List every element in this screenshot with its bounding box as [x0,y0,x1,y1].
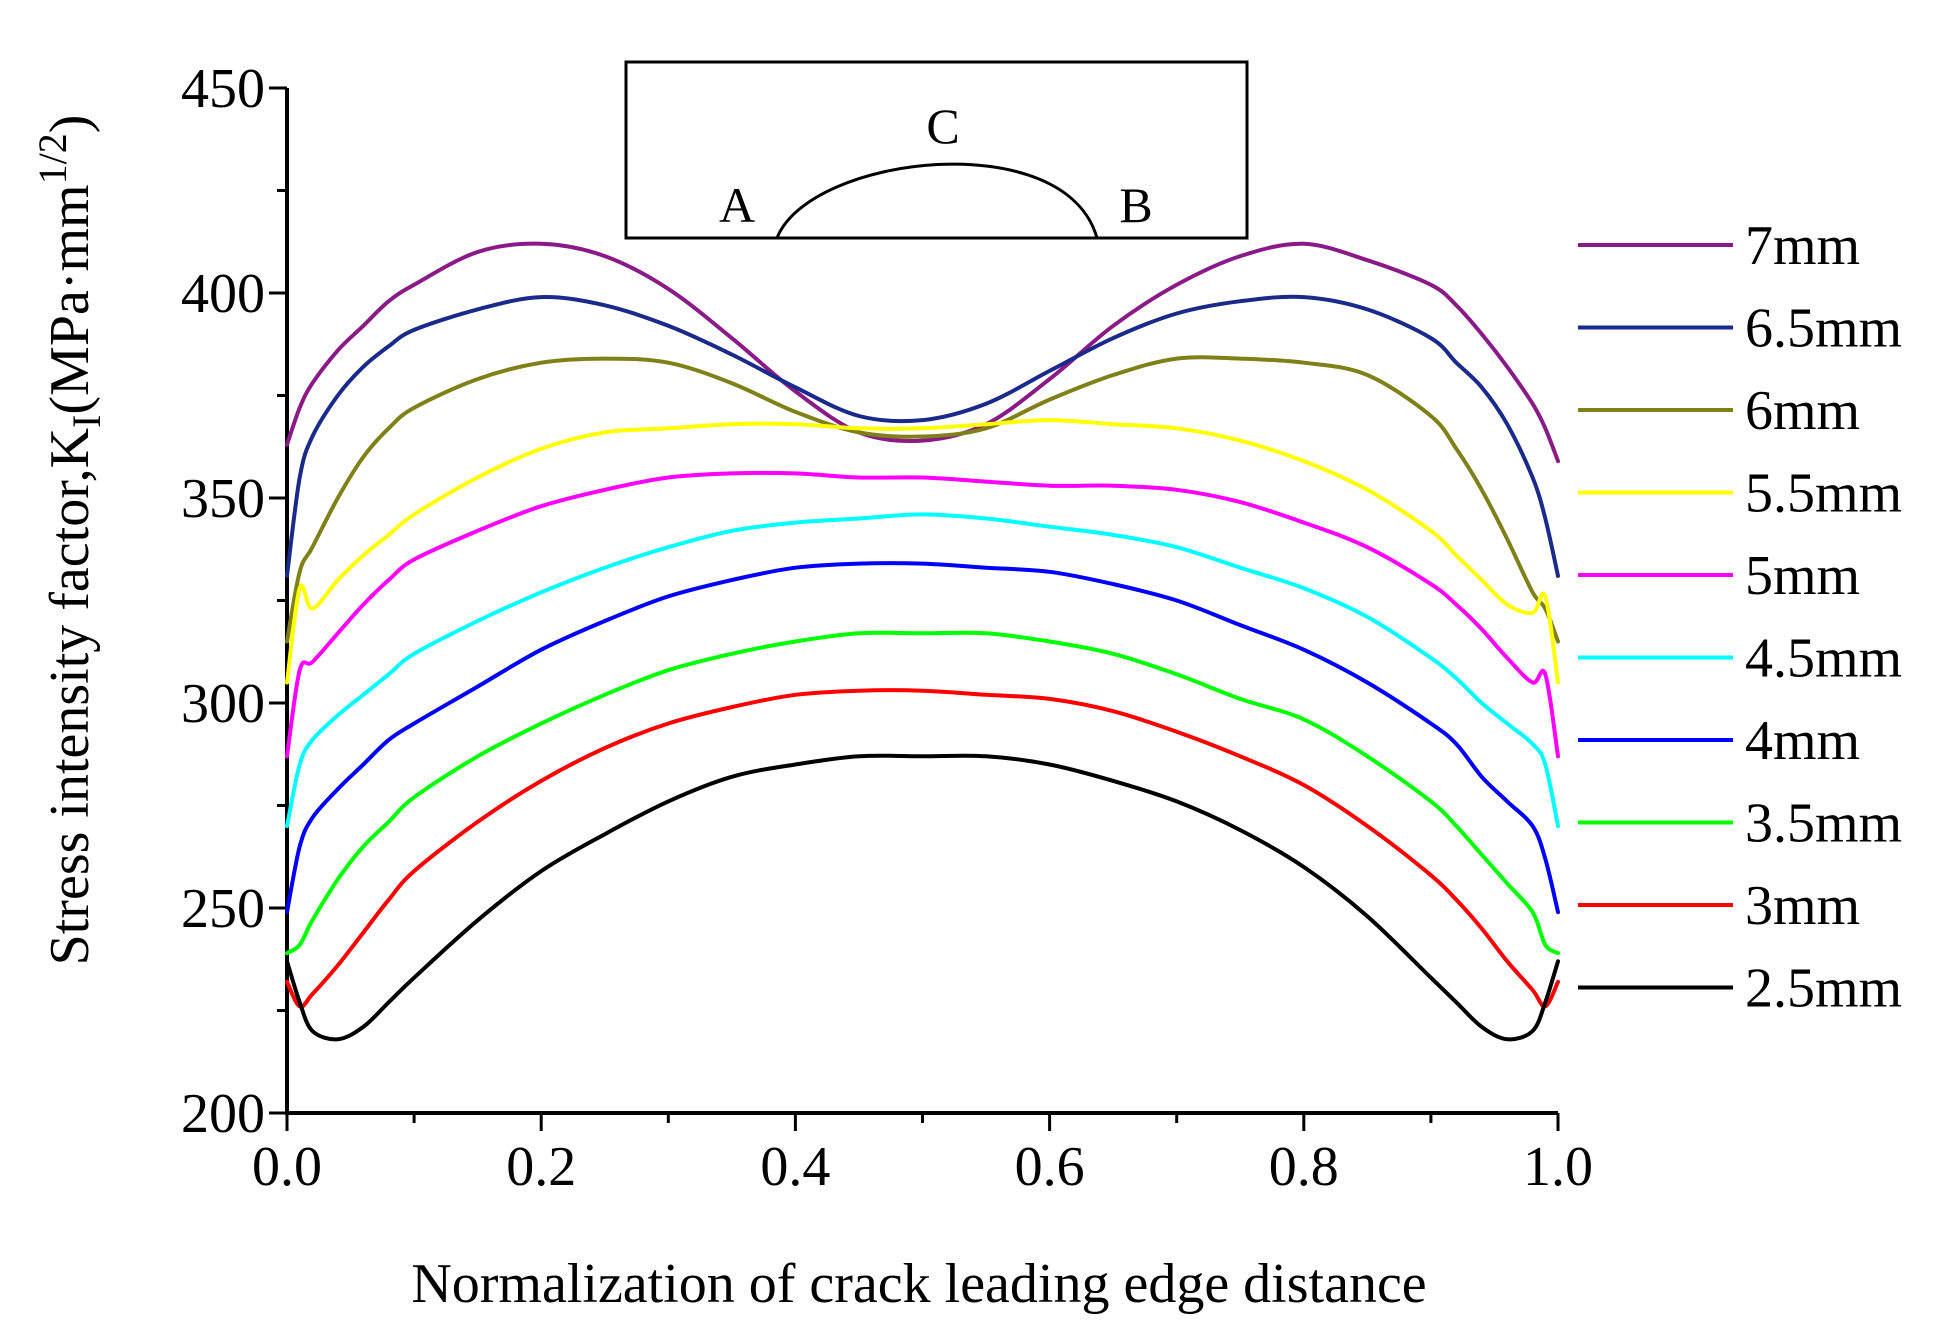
x-tick-label: 1.0 [1523,1136,1593,1198]
legend-label-2-5mm: 2.5mm [1745,958,1902,1020]
y-tick-label: 200 [181,1083,265,1145]
legend-label-3-5mm: 3.5mm [1745,793,1902,855]
inset-label-a: A [719,177,755,233]
series-line-6mm [285,355,1560,644]
series-lines [285,241,1560,1042]
x-axis-title: Normalization of crack leading edge dist… [411,1253,1426,1315]
legend-label-6-5mm: 6.5mm [1745,298,1902,360]
y-tick-label: 400 [181,263,265,325]
y-axis-title-superscript: 1/2 [30,133,75,184]
legend-label-4-5mm: 4.5mm [1745,628,1902,690]
x-tick-label: 0.4 [760,1136,830,1198]
crack-front-arc [775,162,1099,239]
x-tick-label: 0.6 [1015,1136,1085,1198]
series-line-7mm [285,241,1560,464]
series-line-3-5mm [285,630,1560,956]
x-tick-label: 0.2 [506,1136,576,1198]
legend-label-3mm: 3mm [1745,875,1860,937]
y-tick-label: 250 [181,878,265,940]
inset-frame [624,60,1249,240]
y-axis-title: Stress intensity factor,KI(MPa·mm1/2) [30,115,109,966]
legend-label-4mm: 4mm [1745,710,1860,772]
x-tick-label: 0.8 [1269,1136,1339,1198]
y-tick-label: 300 [181,673,265,735]
series-line-3mm [285,688,1560,1009]
inset-label-c: C [926,98,959,154]
series-line-2-5mm [285,753,1560,1042]
series-line-4mm [285,561,1560,915]
y-tick-label: 450 [181,58,265,120]
inset-label-b: B [1119,177,1152,233]
y-axis-title-unit-close: ) [39,115,101,134]
series-line-5-5mm [285,418,1560,685]
tick-labels: 200 250 300 350 400 450 0.0 0.2 0.4 0.6 0.8 1.0 [181,58,1593,1198]
legend-label-7mm: 7mm [1745,215,1860,277]
y-axis-title-unit-open: (MPa·mm [39,184,101,414]
y-axis-title-subscript: I [64,415,109,428]
axis-ticks [269,86,1560,1131]
y-axis-title-main: Stress intensity factor,K [39,428,101,965]
series-line-4-5mm [285,512,1560,828]
legend-label-5mm: 5mm [1745,545,1860,607]
x-tick-label: 0.0 [252,1136,322,1198]
legend: 7mm 6.5mm 6mm 5.5mm 5mm 4.5mm 4mm 3.5mm 3mm 2.5mm [1578,215,1902,1020]
series-line-5mm [285,470,1560,759]
legend-label-6mm: 6mm [1745,380,1860,442]
series-line-6-5mm [285,294,1560,578]
legend-label-5-5mm: 5.5mm [1745,463,1902,525]
y-tick-label: 350 [181,468,265,530]
inset-diagram: A C B [624,60,1249,240]
